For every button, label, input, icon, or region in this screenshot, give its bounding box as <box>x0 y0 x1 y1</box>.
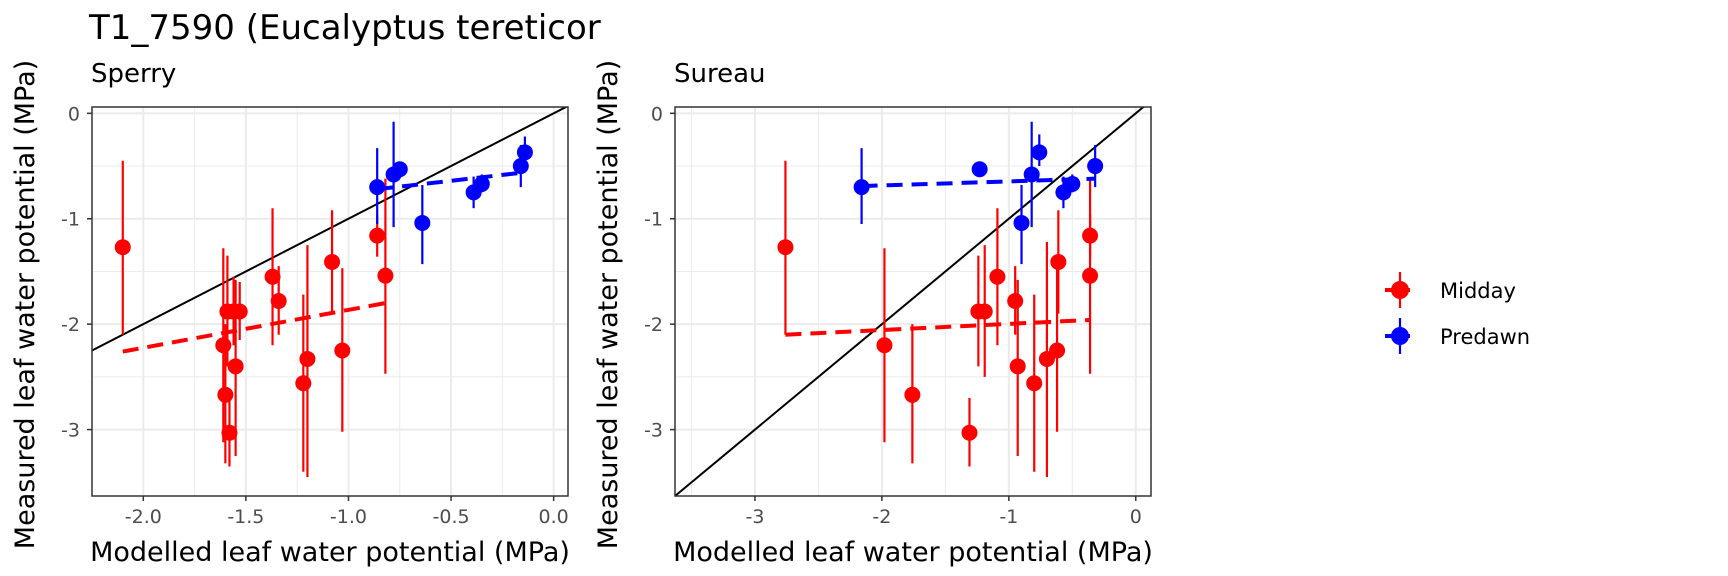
y-axis-title: Measured leaf water potential (MPa) <box>593 60 624 549</box>
data-point-predawn <box>391 161 408 178</box>
chart-title: T1_7590 (Eucalyptus tereticor <box>88 8 601 48</box>
y-tick-label: 0 <box>651 103 663 125</box>
x-tick-label: 0 <box>1130 506 1142 528</box>
data-point-midday <box>324 253 341 270</box>
legend-item-predawn: Predawn <box>1385 318 1530 354</box>
data-point-predawn <box>1031 144 1048 161</box>
data-point-midday <box>369 227 386 244</box>
data-point-predawn <box>1087 158 1104 175</box>
facet-label-sureau: Sureau <box>674 59 766 89</box>
y-tick-label: -1 <box>644 209 663 231</box>
data-point-predawn <box>853 179 870 196</box>
y-tick-label: -3 <box>644 420 663 442</box>
data-point-midday <box>989 268 1006 285</box>
panel-sperry: Sperry -2.0 -1.5 -1.0 -0.5 0.0 0 -1 -2 -3 Modelled… <box>10 59 570 568</box>
legend: Midday Predawn <box>1385 272 1530 354</box>
panel-border <box>91 106 569 497</box>
panel-border <box>674 106 1152 497</box>
data-point-midday <box>961 424 978 441</box>
legend-label-predawn: Predawn <box>1440 325 1530 349</box>
series-midday <box>114 160 394 478</box>
legend-label-midday: Midday <box>1440 279 1516 303</box>
data-point-midday <box>876 337 893 354</box>
legend-key-point-midday <box>1391 281 1409 299</box>
y-tick-label: 0 <box>68 103 80 125</box>
data-point-midday <box>777 239 794 256</box>
panel-sureau: Sureau -3 -2 -1 0 0 -1 -2 -3 Modelled leaf water … <box>593 59 1153 568</box>
y-axis-title: Measured leaf water potential (MPa) <box>10 60 41 549</box>
data-point-predawn <box>971 161 988 178</box>
data-point-predawn <box>1023 166 1040 183</box>
data-point-midday <box>217 386 234 403</box>
data-point-midday <box>1007 292 1024 309</box>
y-tick-label: -3 <box>61 420 80 442</box>
x-tick-label: -0.5 <box>433 506 470 528</box>
series-midday <box>777 160 1099 478</box>
data-point-midday <box>231 303 248 320</box>
data-point-midday <box>264 268 281 285</box>
x-axis-title: Modelled leaf water potential (MPa) <box>673 537 1153 568</box>
x-axis-title: Modelled leaf water potential (MPa) <box>90 537 570 568</box>
data-point-midday <box>334 342 351 359</box>
legend-item-midday: Midday <box>1385 272 1516 308</box>
data-point-predawn <box>512 158 529 175</box>
x-tick-label: -1.0 <box>330 506 367 528</box>
legend-key-point-predawn <box>1391 327 1409 345</box>
fit-line-midday <box>122 301 386 354</box>
data-point-predawn <box>473 175 490 192</box>
data-point-midday <box>221 424 238 441</box>
y-tick-label: -1 <box>61 209 80 231</box>
data-point-midday <box>1082 267 1099 284</box>
fit-line-predawn <box>861 176 1096 189</box>
data-point-predawn <box>369 179 386 196</box>
fit-line-midday <box>785 317 1091 337</box>
x-tick-label: -2.0 <box>125 506 162 528</box>
data-point-midday <box>215 337 232 354</box>
data-point-predawn <box>414 214 431 231</box>
data-point-midday <box>295 375 312 392</box>
series-predawn <box>853 121 1104 265</box>
data-point-midday <box>227 358 244 375</box>
y-tick-label: -2 <box>644 314 663 336</box>
data-point-midday <box>1082 227 1099 244</box>
data-point-midday <box>904 386 921 403</box>
data-point-midday <box>1026 375 1043 392</box>
facet-label-sperry: Sperry <box>91 59 176 89</box>
data-point-midday <box>270 292 287 309</box>
y-tick-label: -2 <box>61 314 80 336</box>
data-point-predawn <box>1064 175 1081 192</box>
data-point-predawn <box>1013 214 1030 231</box>
series-predawn <box>369 121 533 265</box>
identity-line <box>675 107 1145 496</box>
x-tick-label: -1 <box>999 506 1018 528</box>
data-point-midday <box>114 239 131 256</box>
data-point-midday <box>299 350 316 367</box>
data-point-midday <box>1050 253 1067 270</box>
data-point-midday <box>1049 342 1066 359</box>
plot-area <box>675 107 1145 496</box>
data-point-midday <box>1009 358 1026 375</box>
data-point-midday <box>377 267 394 284</box>
x-tick-label: -1.5 <box>227 506 264 528</box>
plot-area <box>92 107 568 478</box>
x-tick-label: -2 <box>872 506 891 528</box>
identity-line <box>92 107 568 352</box>
x-tick-label: -3 <box>745 506 764 528</box>
panel-background <box>92 107 568 496</box>
data-point-predawn <box>516 144 533 161</box>
x-tick-label: 0.0 <box>539 506 569 528</box>
data-point-midday <box>976 303 993 320</box>
